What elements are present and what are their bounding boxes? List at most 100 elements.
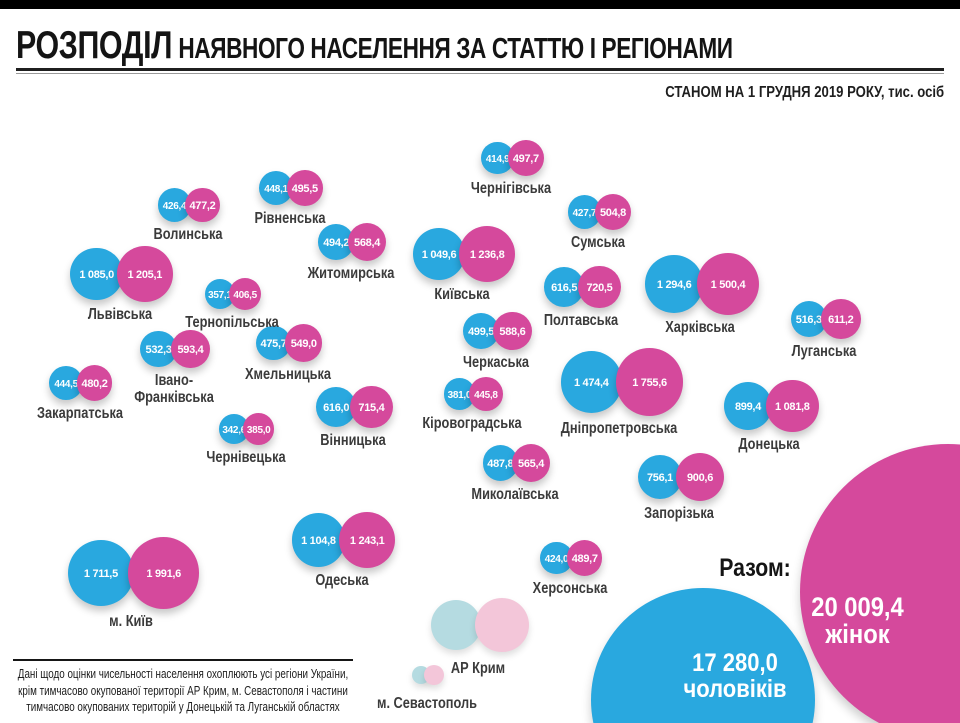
region-bubble-female: 900,6 [676, 452, 725, 501]
region-bubble-female: 1 243,1 [339, 511, 396, 569]
bubble-value-female: 445,8 [474, 390, 498, 402]
total-male-unit: чоловіків [683, 675, 787, 704]
total-male-value: 17 280,0 [692, 649, 778, 677]
region-bubble-male: 1 294,6 [645, 255, 703, 313]
region-label: Київська [434, 286, 490, 304]
bubble-value-female: 385,0 [246, 425, 271, 437]
bubble-value-male: 494,2 [323, 237, 350, 250]
region-bubble-male [431, 600, 481, 650]
bubble-value-male: 899,4 [734, 401, 762, 413]
region-bubble-female: 1 991,6 [128, 537, 200, 609]
region-label: Миколаївська [471, 486, 559, 504]
bubble-value-female: 480,2 [81, 378, 108, 391]
region-bubble-female: 497,7 [508, 140, 544, 176]
region-bubble-male: 616,0 [316, 387, 356, 427]
bubble-value-female: 495,5 [291, 183, 318, 196]
region-bubble-male: 616,5 [544, 267, 584, 307]
region-label: м. Севастополь [376, 695, 478, 712]
region-bubble-female: 593,4 [171, 329, 210, 369]
bubble-value-female: 406,5 [233, 289, 257, 301]
region-label: Сумська [570, 233, 625, 251]
page-title: РОЗПОДІЛ НАЯВНОГО НАСЕЛЕННЯ ЗА СТАТТЮ І Р… [16, 24, 733, 68]
bubble-value-female: 588,6 [499, 325, 526, 338]
region-bubble-male: 1 104,8 [291, 513, 345, 567]
region-bubble-female: 565,4 [512, 443, 551, 482]
region-bubble-male: 756,1 [638, 455, 682, 499]
bubble-value-female: 568,4 [354, 236, 381, 249]
region-label: Рівненська [254, 209, 326, 227]
region-label: Луганська [791, 342, 857, 360]
footnote: Дані щодо оцінки чисельності населення о… [13, 659, 353, 716]
region-label: Кіровоградська [422, 414, 522, 432]
region-label: Полтавська [543, 312, 619, 330]
region-bubble-female: 495,5 [287, 170, 323, 206]
region-bubble-female: 406,5 [229, 277, 262, 311]
total-female-unit: жінок [825, 619, 890, 649]
bubble-value-male: 342,6 [222, 425, 246, 437]
region-bubble-female: 715,4 [350, 385, 393, 429]
bubble-value-female: 1 500,4 [710, 279, 746, 291]
region-label: Харківська [665, 318, 735, 336]
bubble-value-male: 444,5 [54, 379, 78, 391]
bubble-value-female: 715,4 [358, 401, 385, 414]
region-bubble-male: 516,3 [790, 300, 827, 338]
region-bubble-female: 588,6 [493, 311, 532, 351]
region-bubble-female: 504,8 [595, 194, 631, 230]
region-bubble-female [424, 665, 444, 685]
region-bubble-male: 1 085,0 [70, 247, 123, 301]
region-bubble-female: 489,7 [567, 540, 603, 576]
bubble-value-female: 1 236,8 [469, 248, 505, 261]
region-label: Вінницька [320, 432, 386, 450]
bubble-value-male: 499,5 [468, 326, 495, 339]
bubble-value-female: 1 991,6 [146, 568, 181, 581]
region-label: Хмельницька [245, 365, 331, 383]
bubble-value-male: 616,0 [323, 402, 350, 415]
bubble-value-female: 504,8 [599, 207, 626, 220]
region-label: Запорізька [644, 505, 714, 522]
region-bubble-female: 1 500,4 [697, 253, 759, 315]
bubble-value-male: 448,1 [264, 184, 288, 196]
bubble-value-male: 427,7 [572, 208, 597, 220]
region-bubble-male: 1 049,6 [413, 228, 465, 280]
title-strong: РОЗПОДІЛ [16, 24, 173, 67]
region-label: Тернопільська [185, 314, 279, 332]
bubble-value-female: 900,6 [686, 471, 714, 484]
bubble-value-female: 1 755,6 [632, 377, 667, 390]
region-label: Дніпропетровська [560, 419, 678, 437]
region-bubble-female: 568,4 [348, 222, 387, 262]
bubble-value-male: 357,1 [208, 289, 232, 301]
bubble-value-male: 532,3 [145, 343, 172, 356]
region-bubble-female: 611,2 [821, 299, 861, 339]
bubble-value-male: 516,3 [795, 313, 822, 326]
bubble-value-male: 1 711,5 [83, 567, 118, 580]
bubble-value-male: 1 474,4 [573, 377, 609, 390]
region-bubble-female: 480,2 [77, 365, 113, 401]
total-male-text: 17 280,0 чоловіків [638, 650, 832, 703]
top-black-bar [0, 0, 960, 9]
region-bubble-female: 477,2 [185, 187, 220, 223]
bubble-value-male: 426,4 [162, 201, 187, 213]
subtitle: СТАНОМ НА 1 ГРУДНЯ 2019 РОКУ, тис. осіб [665, 84, 944, 101]
region-label: Херсонська [532, 579, 608, 597]
bubble-value-male: 381,0 [447, 390, 472, 402]
region-bubble-female: 1 236,8 [459, 225, 516, 283]
bubble-value-female: 1 205,1 [127, 269, 163, 282]
bubble-value-female: 1 243,1 [349, 534, 385, 547]
total-female-value: 20 009,4 [811, 592, 904, 622]
region-label: Чернівецька [206, 448, 286, 466]
region-label: Львівська [87, 305, 153, 323]
bubble-value-female: 593,4 [177, 343, 204, 356]
title-rest: НАЯВНОГО НАСЕЛЕННЯ ЗА СТАТТЮ І РЕГІОНАМИ [178, 33, 733, 65]
region-bubble-male: 1 474,4 [560, 351, 622, 413]
bubble-value-male: 1 049,6 [421, 249, 457, 262]
region-bubble-female: 720,5 [578, 265, 621, 309]
bubble-value-male: 475,7 [260, 337, 287, 350]
bubble-value-female: 720,5 [586, 281, 613, 294]
bubble-value-female: 489,7 [571, 553, 598, 566]
region-label: Івано- Франківська [134, 372, 214, 407]
region-label: АР Крим [450, 660, 506, 677]
region-bubble-female: 549,0 [285, 324, 323, 362]
region-bubble-male: 532,3 [140, 330, 177, 368]
